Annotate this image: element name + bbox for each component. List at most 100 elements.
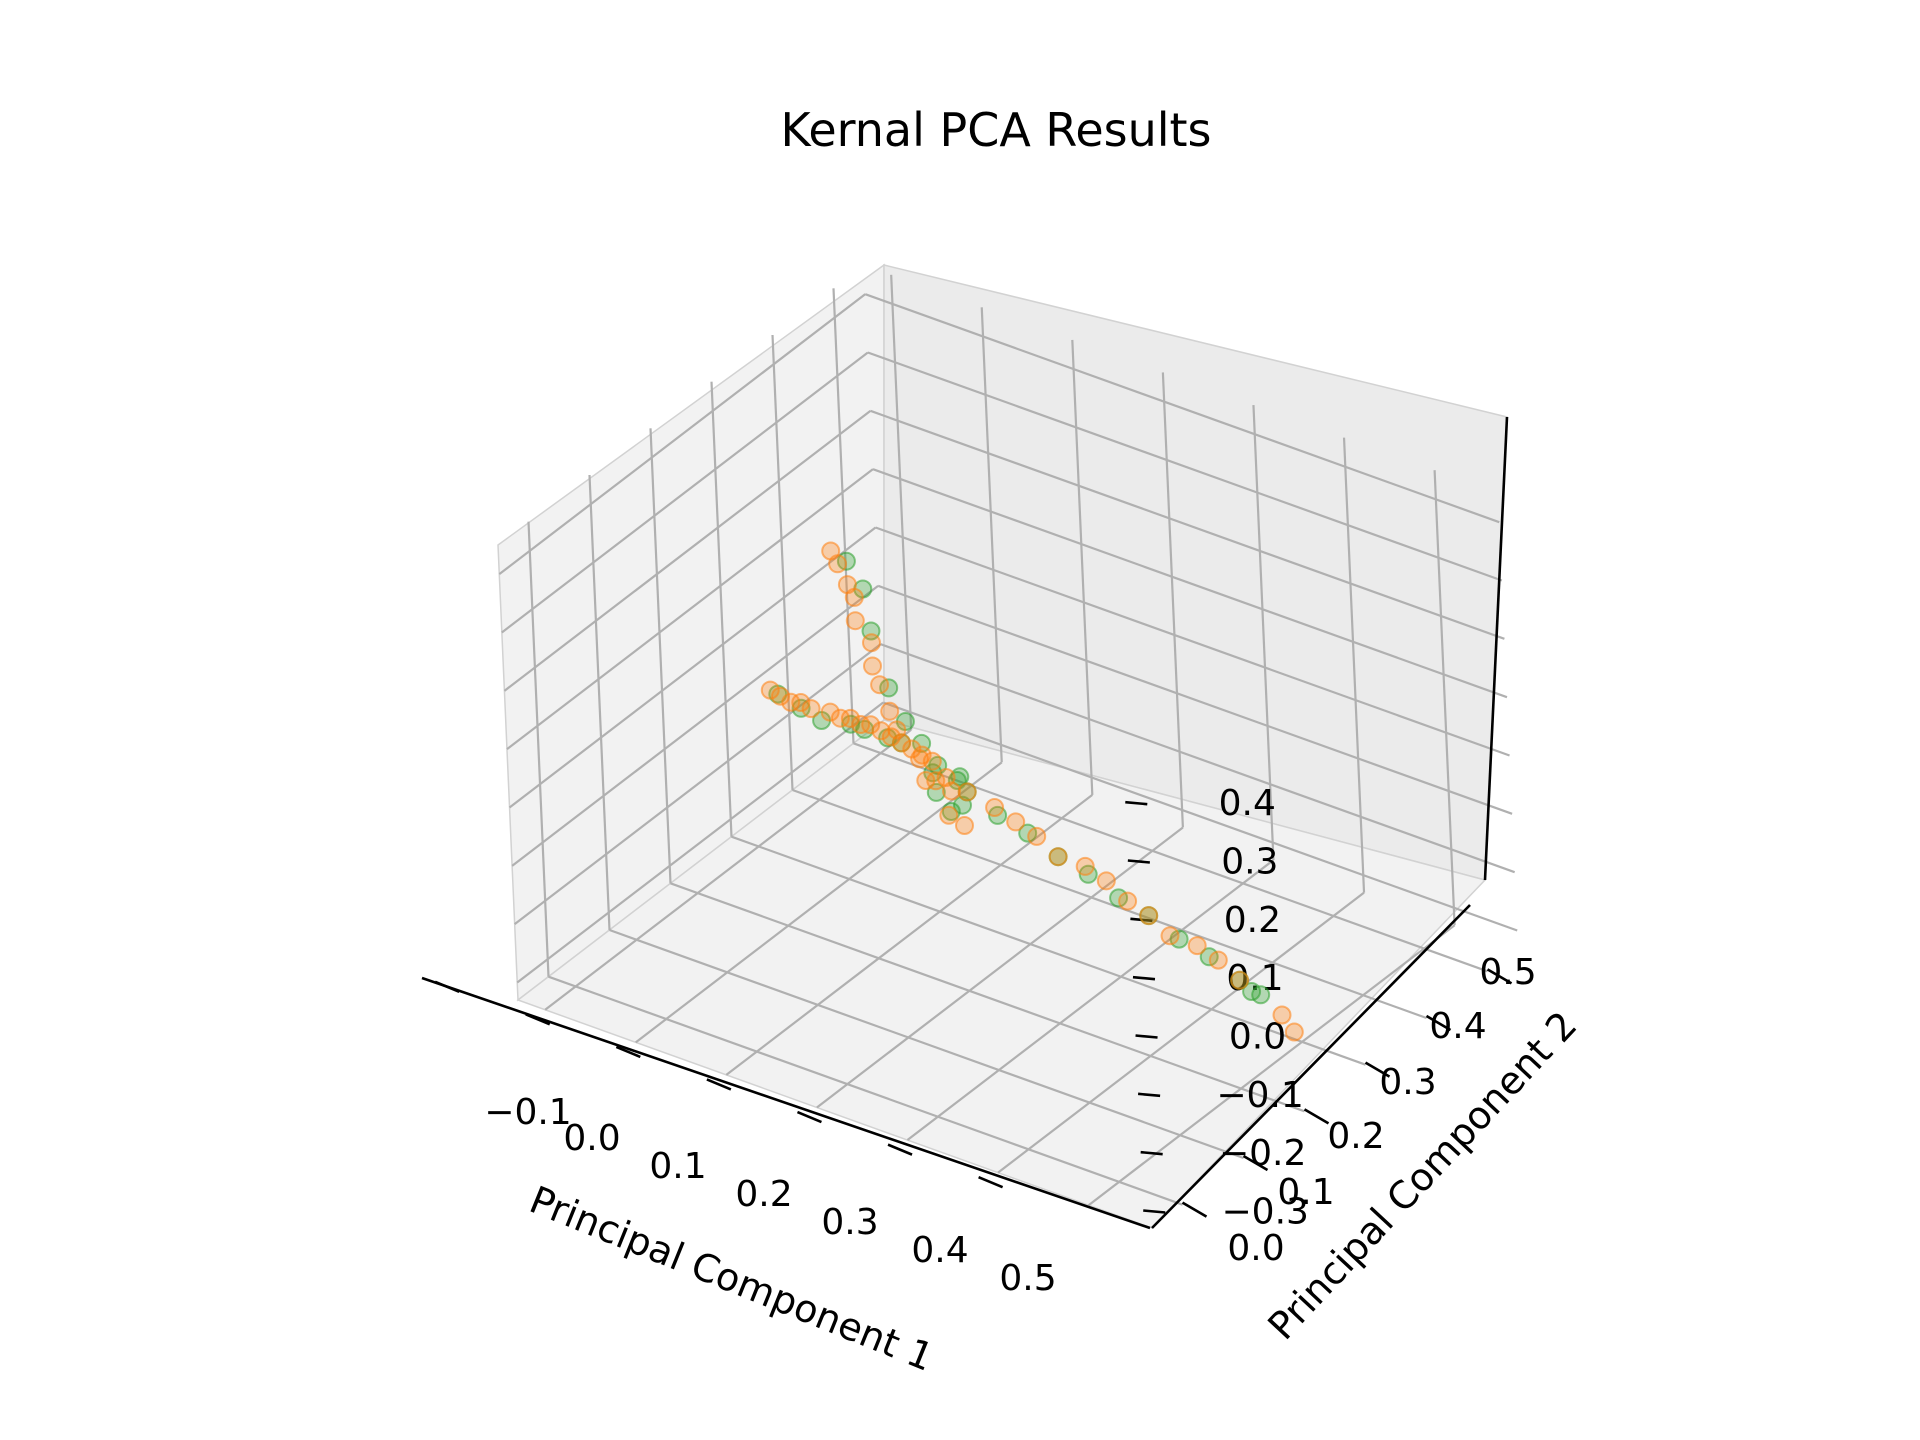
z-tick-label-0: −0.3	[1222, 1192, 1309, 1233]
grid-line-x-floor-6	[1087, 924, 1456, 1207]
y-tick-3	[1303, 1108, 1330, 1125]
grid-line-z-back-7	[864, 293, 1500, 524]
scatter-point-s1-24	[840, 708, 860, 728]
z-tick-label-3: 0.0	[1229, 1017, 1286, 1058]
scatter-points	[760, 541, 1304, 1042]
z-tick-7	[1125, 800, 1148, 806]
y-tick-label-2: 0.2	[1327, 1116, 1384, 1157]
grid-line-x-floor-0	[544, 728, 912, 1011]
z-tick-label-2: −0.1	[1216, 1075, 1303, 1116]
grid-line-z-back-0	[882, 701, 1518, 932]
z-axis-line	[1483, 416, 1509, 881]
scatter-point-s1-18	[902, 739, 922, 759]
scatter-point-s1-33	[957, 782, 977, 802]
grid-line-z-left-2	[511, 584, 879, 867]
scatter-point-s1-20	[881, 727, 901, 747]
x-tick-5	[887, 1143, 913, 1156]
scatter-point-s1-23	[851, 715, 871, 734]
x-axis-line	[421, 976, 1151, 1230]
scatter-point-s1-22	[861, 715, 881, 735]
scatter-point-s1-32	[936, 768, 956, 787]
grid-lines	[498, 274, 1518, 1207]
grid-line-z-back-6	[867, 351, 1503, 582]
grid-line-z-left-3	[508, 526, 877, 809]
scatter-point-s1-47	[1284, 1022, 1304, 1042]
x-tick-4	[796, 1110, 822, 1124]
tick-labels: −0.10.00.10.20.30.40.50.00.10.20.30.40.5…	[484, 783, 1536, 1299]
scatter-point-s1-13	[845, 611, 865, 631]
grid-line-z-back-3	[875, 526, 1510, 757]
scatter-point-s1-26	[820, 702, 840, 722]
x-tick-label-3: 0.2	[735, 1174, 792, 1215]
scatter-point-s1-25	[830, 708, 850, 728]
scatter-point-s1-1	[926, 771, 946, 791]
grid-line-y-floor-5	[548, 975, 1183, 1206]
y-tick-2	[1364, 1061, 1391, 1078]
grid-line-z-left-1	[513, 643, 882, 926]
grid-line-z-left-7	[498, 293, 866, 576]
grid-line-z-left-6	[501, 351, 869, 634]
axes	[421, 416, 1513, 1230]
z-tick-3	[1135, 1034, 1158, 1039]
scatter-point-s1-37	[1048, 847, 1068, 867]
x-tick-6	[978, 1175, 1004, 1189]
y-tick-label-0: 0.0	[1227, 1228, 1284, 1269]
grid-line-y-floor-1	[792, 788, 1427, 1020]
scatter-point-s0-3	[950, 767, 970, 787]
scatter-point-s1-15	[837, 575, 857, 595]
scatter-point-s1-46	[1272, 1005, 1292, 1025]
x-tick-2	[615, 1045, 641, 1059]
grid-line-x-floor-4	[906, 859, 1275, 1141]
x-tick-label-2: 0.1	[649, 1146, 706, 1187]
x-tick-label-5: 0.4	[911, 1230, 968, 1271]
scatter-point-s1-42	[1160, 926, 1180, 946]
z-tick-label-6: 0.3	[1221, 842, 1278, 883]
grid-line-y-floor-3	[670, 882, 1305, 1113]
scatter-point-s1-34	[985, 798, 1005, 817]
y-axis-line	[1151, 904, 1471, 1229]
grid-line-x-floor-5	[997, 891, 1365, 1174]
z-tick-2	[1137, 1092, 1161, 1098]
z-tick-label-1: −0.2	[1219, 1133, 1306, 1174]
y-tick-5	[1181, 1201, 1208, 1218]
z-tick-label-7: 0.4	[1219, 783, 1276, 824]
grid-line-z-back-1	[880, 643, 1516, 874]
scatter-point-s1-27	[801, 699, 821, 719]
scatter-point-s1-10	[870, 675, 890, 695]
scatter-point-s1-38	[1075, 856, 1095, 876]
z-tick-label-4: 0.1	[1226, 958, 1283, 999]
grid-line-z-left-4	[506, 468, 874, 751]
x-tick-label-0: −0.1	[484, 1092, 571, 1133]
y-tick-1	[1425, 1014, 1452, 1032]
x-tick-label-4: 0.3	[821, 1202, 878, 1243]
scatter-point-s1-4	[912, 745, 932, 765]
scatter-point-s1-5	[916, 771, 936, 790]
scatter-point-s1-30	[771, 686, 790, 706]
scatter-point-s0-16	[791, 698, 811, 718]
x-tick-label-1: 0.0	[563, 1118, 620, 1159]
scatter-point-s1-6	[939, 805, 959, 825]
y-tick-label-3: 0.3	[1379, 1062, 1436, 1103]
scatter-point-s1-9	[880, 701, 900, 721]
y-tick-label-1: 0.1	[1277, 1172, 1334, 1213]
grid-line-z-back-4	[872, 468, 1508, 699]
scatter-point-s1-45	[1230, 970, 1250, 990]
scatter-point-s1-21	[871, 721, 891, 741]
grid-line-z-left-0	[516, 701, 884, 984]
scatter-point-s1-11	[863, 656, 882, 676]
y-tick-4	[1242, 1154, 1269, 1172]
scatter-point-s0-29	[1251, 985, 1271, 1005]
x-tick-1	[525, 1013, 551, 1026]
scatter-point-s1-43	[1187, 936, 1207, 956]
scatter-point-s1-17	[821, 541, 841, 561]
grid-line-z-left-5	[503, 409, 872, 692]
grid-line-z-back-2	[877, 584, 1513, 815]
chart-title: Kernal PCA Results	[780, 103, 1211, 157]
grid-line-z-back-5	[870, 409, 1505, 640]
scatter-point-s1-29	[781, 692, 801, 712]
y-tick-0	[1486, 968, 1513, 985]
scatter-point-s1-44	[1208, 950, 1228, 970]
grid-line-y-floor-4	[609, 928, 1244, 1160]
x-tick-0	[434, 980, 460, 993]
